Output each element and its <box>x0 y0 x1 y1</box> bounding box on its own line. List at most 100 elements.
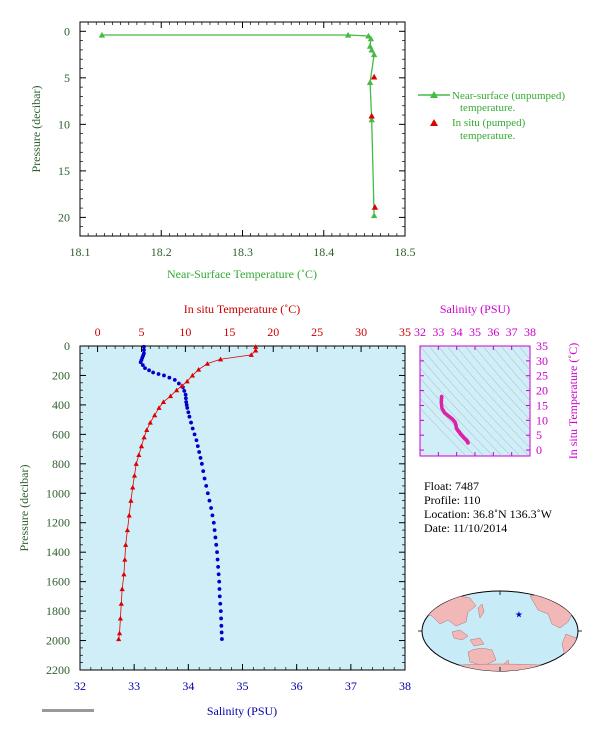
salinity-point <box>198 456 203 460</box>
temperature-point <box>122 556 128 562</box>
salinity-point <box>176 381 181 386</box>
salinity-point <box>209 506 213 510</box>
temperature-point <box>138 443 145 449</box>
top-x-tick-label: 18.5 <box>395 245 416 259</box>
salinity-point <box>156 372 161 376</box>
salinity-axis-label: Salinity (PSU) <box>207 704 277 718</box>
salinity-tick-label: 32 <box>74 679 86 693</box>
top-y-tick-label: 0 <box>64 24 70 38</box>
near-surface-point <box>344 31 352 38</box>
ts-surface-point <box>439 394 444 399</box>
density-contour <box>428 346 530 456</box>
temperature-point <box>126 512 132 518</box>
salinity-point <box>220 637 224 641</box>
float-id: Float: 7487 <box>424 479 479 493</box>
temperature-point <box>147 419 153 425</box>
salinity-point <box>140 363 145 368</box>
temperature-point <box>144 427 150 433</box>
ts-point <box>466 441 470 445</box>
density-contour <box>420 346 521 456</box>
top-y-axis-label: Pressure (decibar) <box>29 86 43 173</box>
ts-x-tick-label: 36 <box>487 325 499 339</box>
float-info: Float: 7487 Profile: 110 Location: 36.8˚… <box>424 479 553 535</box>
salinity-point <box>147 368 151 373</box>
pressure-tick-label: 200 <box>52 368 70 382</box>
salinity-tick-label: 35 <box>237 679 249 693</box>
temperature-point <box>123 542 129 547</box>
near-surface-point <box>98 31 106 38</box>
salinity-point <box>187 414 192 419</box>
temperature-point <box>128 498 134 503</box>
salinity-point <box>204 484 209 488</box>
pressure-tick-label: 1800 <box>46 604 70 618</box>
salinity-point <box>214 542 219 547</box>
salinity-point <box>184 400 189 404</box>
footer-code <box>42 709 94 712</box>
temperature-point <box>133 461 139 466</box>
temperature-point <box>189 372 196 378</box>
density-contour <box>482 346 530 401</box>
near-surface-point <box>368 116 375 123</box>
profile-number: Profile: 110 <box>424 493 481 507</box>
temperature-point <box>160 399 167 405</box>
temperature-point <box>118 601 124 606</box>
temperature-point <box>131 473 138 478</box>
pressure-tick-label: 1600 <box>46 575 70 589</box>
ts-y-tick-label: 20 <box>536 384 548 398</box>
salinity-point <box>219 616 224 621</box>
salinity-point <box>219 623 224 628</box>
temperature-point <box>253 347 259 353</box>
temperature-tick-label: 35 <box>399 325 411 339</box>
location: Location: 36.8˚N 136.3˚W <box>424 507 553 521</box>
pressure-tick-label: 800 <box>52 457 70 471</box>
temperature-point <box>174 387 180 393</box>
temperature-tick-label: 10 <box>179 325 191 339</box>
salinity-point <box>213 535 218 540</box>
legend-unpumped-marker <box>430 91 438 98</box>
ts-y-tick-label: 0 <box>536 443 542 457</box>
temperature-point <box>130 484 136 490</box>
temperature-axis-label: In situ Temperature (˚C) <box>184 302 301 316</box>
salinity-point <box>172 377 177 382</box>
legend-pumped-marker <box>430 119 438 126</box>
legend-unpumped-label-2: temperature. <box>460 102 516 114</box>
ts-y-axis-label: In situ Temperature (˚C) <box>566 343 580 460</box>
pressure-tick-label: 400 <box>52 398 70 412</box>
salinity-point <box>219 630 224 635</box>
salinity-point <box>217 587 222 591</box>
salinity-tick-label: 36 <box>291 679 303 693</box>
salinity-point <box>182 389 187 393</box>
ts-y-tick-label: 5 <box>536 428 542 442</box>
density-contour <box>420 407 467 456</box>
ts-x-tick-label: 34 <box>451 325 463 339</box>
salinity-point <box>151 370 156 375</box>
temperature-point <box>195 366 202 372</box>
temperature-point <box>116 630 123 636</box>
main-chart: 0 5 10 15 20 25 30 35 32 33 34 35 36 37 38 0 200 400 600 80… <box>17 302 411 718</box>
salinity-point <box>216 565 221 569</box>
density-contour <box>420 387 485 456</box>
temperature-tick-label: 15 <box>223 325 235 339</box>
ts-x-tick-label: 35 <box>469 325 481 339</box>
top-y-tick-label: 10 <box>58 117 70 131</box>
pressure-tick-label: 1200 <box>46 516 70 530</box>
temperature-point <box>248 352 254 357</box>
density-contour <box>491 346 530 391</box>
top-chart: 18.1 18.2 18.3 18.4 18.5 0 5 10 15 20 Near-Surfa… <box>29 21 565 281</box>
top-y-tick-label: 5 <box>64 71 70 85</box>
top-x-axis-label: Near-Surface Temperature (˚C) <box>167 267 317 281</box>
temperature-point <box>179 383 185 388</box>
temperature-tick-label: 5 <box>138 325 144 339</box>
ts-x-tick-label: 38 <box>524 325 536 339</box>
temperature-tick-label: 0 <box>95 325 101 339</box>
salinity-point <box>216 572 221 577</box>
pressure-tick-label: 600 <box>52 427 70 441</box>
salinity-point <box>215 550 219 555</box>
salinity-point <box>184 403 189 407</box>
salinity-tick-label: 33 <box>128 679 140 693</box>
in-situ-point <box>371 203 379 210</box>
ts-x-axis-label: Salinity (PSU) <box>440 302 510 316</box>
density-contour <box>473 346 530 411</box>
salinity-tick-label: 38 <box>399 679 411 693</box>
top-y-tick-label: 15 <box>58 164 70 178</box>
